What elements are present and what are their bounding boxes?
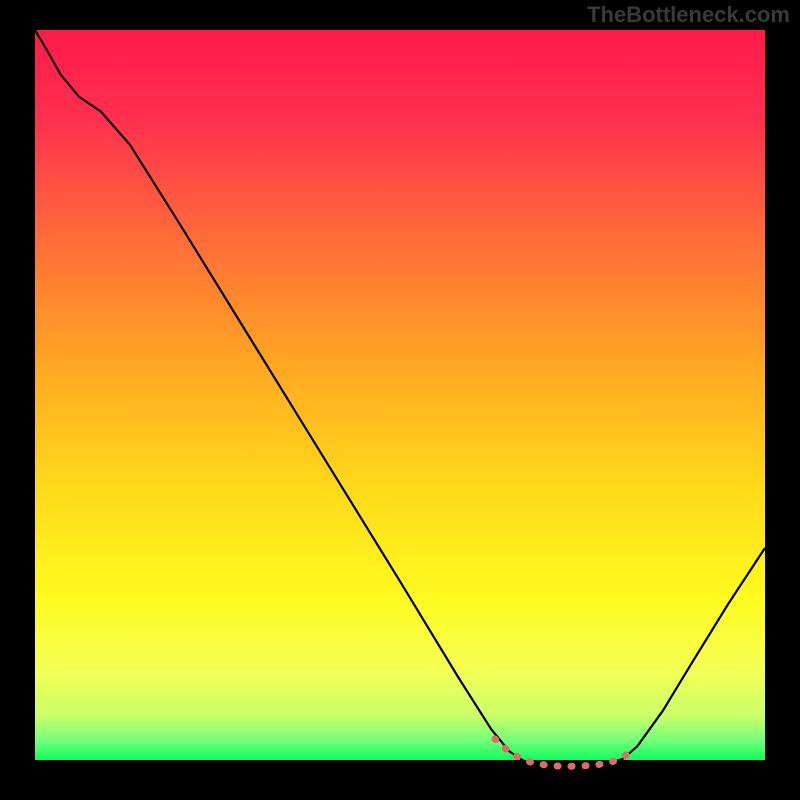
attribution-text: TheBottleneck.com: [587, 2, 790, 28]
bottleneck-curve: [35, 30, 765, 770]
plot-area: [35, 30, 765, 770]
